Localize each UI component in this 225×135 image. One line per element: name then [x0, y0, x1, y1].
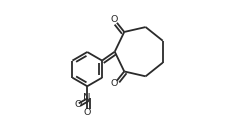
Text: O: O: [83, 108, 91, 117]
Text: O: O: [74, 100, 82, 109]
Text: O: O: [111, 15, 118, 24]
Text: N: N: [83, 93, 91, 103]
Text: O: O: [111, 79, 118, 88]
